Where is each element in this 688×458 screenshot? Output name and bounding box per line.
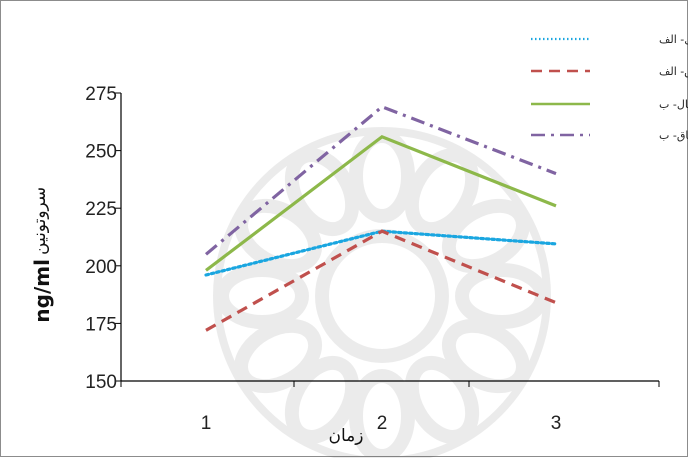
watermark-petal <box>284 148 360 237</box>
watermark-petal <box>234 198 323 274</box>
watermark-petal <box>455 263 549 329</box>
watermark-petal <box>441 318 530 394</box>
watermark-ornament <box>213 127 551 458</box>
y-axis-title: ng/ml سروتونین <box>30 187 54 323</box>
x-tick-label: 1 <box>201 413 212 434</box>
y-tick-label: 150 <box>85 372 117 393</box>
watermark-ring <box>213 127 551 458</box>
watermark-center <box>315 229 449 363</box>
series-lines <box>204 104 558 332</box>
y-axis-unit: ng/ml <box>30 259 54 323</box>
watermark-petal <box>404 355 480 444</box>
y-tick-label: 250 <box>85 142 117 163</box>
y-axis-label: سروتونین <box>30 187 50 255</box>
y-ticks: 150 175 200 225 250 275 <box>85 84 121 393</box>
watermark-petal <box>284 355 360 444</box>
watermark-petal <box>234 318 323 394</box>
x-ticks: 1 2 3 <box>120 381 660 434</box>
y-tick-label: 225 <box>85 199 117 220</box>
watermark-petal <box>215 263 309 329</box>
x-tick-label: 3 <box>551 413 562 434</box>
series-line <box>205 134 557 272</box>
legend-label: چاق- الف <box>659 65 688 78</box>
series-line <box>204 104 557 256</box>
y-tick-label: 200 <box>85 257 117 278</box>
watermark-petal <box>349 369 415 458</box>
legend: نرمال- الف چاق- الف نرمال- ب چاق- ب <box>531 33 688 142</box>
series-line <box>205 229 557 332</box>
chart-axes <box>120 93 659 382</box>
y-tick-label: 175 <box>85 314 117 335</box>
legend-label: چاق- ب <box>659 129 688 142</box>
watermark-petal <box>349 129 415 223</box>
watermark-petal <box>441 198 530 274</box>
watermark-petal <box>404 148 480 237</box>
legend-label: نرمال- الف <box>659 33 688 46</box>
y-tick-label: 275 <box>85 84 117 105</box>
x-axis-title: زمان <box>329 426 364 446</box>
legend-label: نرمال- ب <box>659 98 688 111</box>
x-tick-label: 2 <box>377 413 388 434</box>
